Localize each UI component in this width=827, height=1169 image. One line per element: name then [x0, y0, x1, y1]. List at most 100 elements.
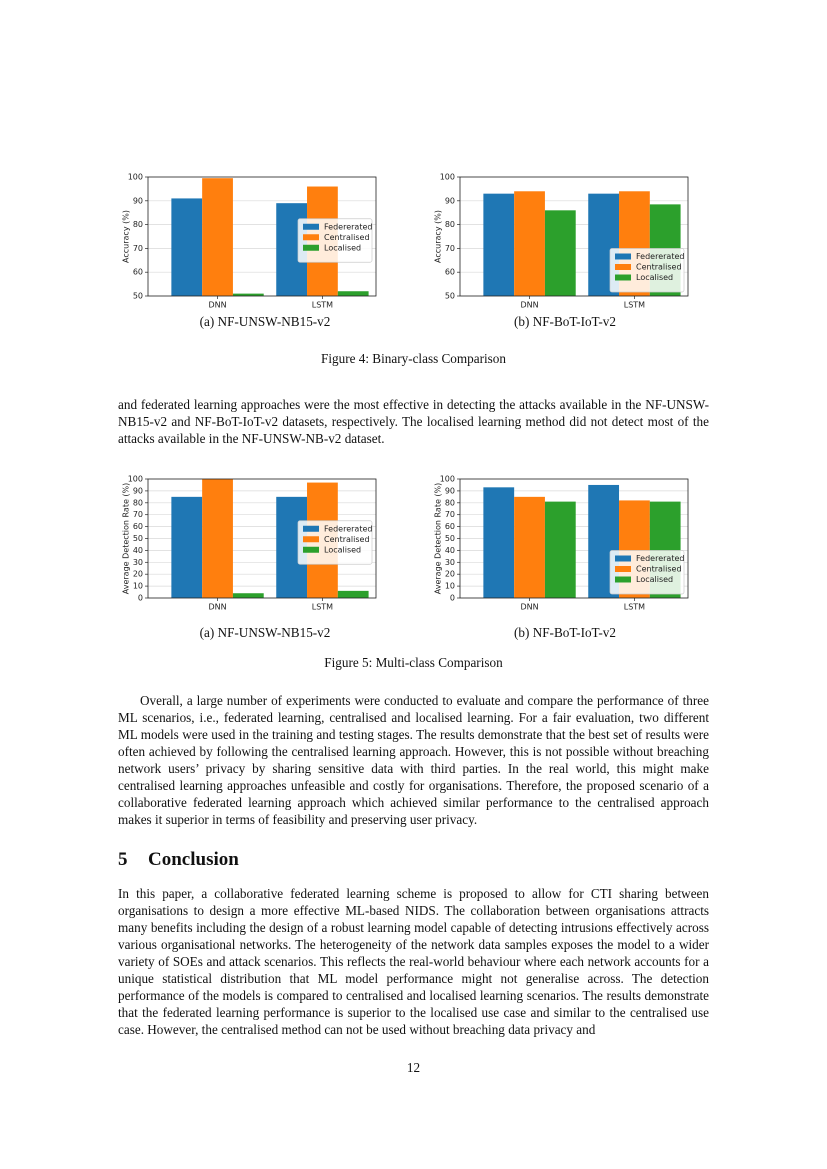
y-tick-label: 30 — [445, 558, 455, 567]
y-tick-label: 70 — [445, 244, 455, 253]
plot-frame — [459, 176, 689, 297]
legend-swatch — [303, 234, 319, 241]
y-tick-label: 60 — [133, 522, 143, 531]
y-tick-label: 100 — [440, 475, 455, 484]
legend-label: Federerated — [324, 524, 372, 533]
plot-frame — [147, 478, 377, 599]
legend-swatch — [303, 244, 319, 251]
x-tick-label: DNN — [520, 603, 538, 612]
y-tick-label: 60 — [133, 268, 143, 277]
page-number: 12 — [406, 1060, 421, 1075]
y-tick-label: 70 — [445, 510, 455, 519]
bar — [202, 479, 233, 598]
paragraph: and federated learning approaches were t… — [118, 397, 709, 446]
bar — [544, 501, 576, 598]
x-tick-label: DNN — [208, 301, 226, 310]
y-axis-label: Average Detection Rate (%) — [122, 483, 131, 595]
y-tick-label: 80 — [133, 498, 143, 507]
subcaption: (b) NF-BoT-IoT-v2 — [514, 625, 616, 640]
legend-swatch — [615, 566, 631, 572]
legend-label: Centralised — [324, 233, 370, 242]
y-tick-label: 60 — [445, 522, 455, 531]
legend-swatch — [615, 555, 631, 562]
y-tick-label: 60 — [445, 268, 455, 277]
legend-swatch — [615, 253, 631, 260]
y-axis-label: Accuracy (%) — [434, 210, 443, 263]
y-tick-label: 90 — [445, 196, 455, 205]
bar — [544, 210, 576, 296]
plot-frame — [147, 176, 377, 297]
y-tick-label: 40 — [445, 546, 455, 555]
y-tick-label: 100 — [440, 173, 455, 182]
legend-swatch — [303, 536, 319, 543]
x-tick-label: LSTM — [624, 301, 645, 310]
bar — [337, 590, 369, 598]
bar — [483, 193, 515, 296]
paragraph: In this paper, a collaborative federated… — [118, 886, 709, 1037]
y-tick-label: 100 — [128, 475, 143, 484]
bar — [232, 293, 264, 296]
bar — [514, 496, 545, 598]
legend-label: Localised — [636, 575, 673, 584]
legend-label: Localised — [324, 243, 361, 252]
legend-label: Federerated — [636, 554, 684, 563]
legend-label: Centralised — [636, 565, 682, 574]
y-tick-label: 30 — [133, 558, 143, 567]
figure-caption: Figure 5: Multi-class Comparison — [324, 655, 503, 670]
y-tick-label: 90 — [133, 196, 143, 205]
y-tick-label: 50 — [133, 534, 143, 543]
bar — [232, 593, 264, 598]
subcaption: (b) NF-BoT-IoT-v2 — [514, 314, 616, 329]
x-tick-label: LSTM — [312, 603, 333, 612]
y-tick-label: 50 — [445, 534, 455, 543]
legend-swatch — [615, 264, 631, 270]
bar — [171, 198, 203, 296]
y-tick-label: 90 — [133, 486, 143, 495]
legend-label: Federerated — [324, 222, 372, 231]
chart: 50 60 70 80 90 100 Accuracy (%) DNN LSTM Federera… — [434, 173, 689, 310]
y-tick-label: 80 — [445, 498, 455, 507]
y-tick-label: 0 — [450, 594, 455, 603]
y-axis-label: Average Detection Rate (%) — [434, 483, 443, 595]
legend-swatch — [615, 576, 631, 583]
legend-swatch — [303, 223, 319, 230]
y-tick-label: 50 — [133, 292, 143, 301]
y-tick-label: 10 — [445, 582, 455, 591]
y-tick-label: 0 — [138, 594, 143, 603]
y-tick-label: 50 — [445, 292, 455, 301]
x-tick-label: LSTM — [624, 603, 645, 612]
legend-label: Centralised — [324, 535, 370, 544]
subcaption: (a) NF-UNSW-NB15-v2 — [199, 625, 331, 640]
y-tick-label: 10 — [133, 582, 143, 591]
legend-label: Federerated — [636, 252, 684, 261]
legend-label: Localised — [636, 273, 673, 282]
legend-swatch — [303, 525, 319, 532]
legend-swatch — [303, 546, 319, 553]
legend-swatch — [615, 274, 631, 281]
y-tick-label: 40 — [133, 546, 143, 555]
section-number: 5 — [118, 849, 128, 870]
x-tick-label: DNN — [520, 301, 538, 310]
bar — [483, 487, 515, 598]
y-tick-label: 20 — [133, 570, 143, 579]
bar — [337, 291, 369, 296]
chart: 50 60 70 80 90 100 Accuracy (%) DNN LSTM Federera… — [122, 173, 377, 310]
y-tick-label: 70 — [133, 510, 143, 519]
y-tick-label: 90 — [445, 486, 455, 495]
y-tick-label: 80 — [445, 220, 455, 229]
bar — [171, 496, 203, 598]
plot-frame — [459, 478, 689, 599]
x-tick-label: LSTM — [312, 301, 333, 310]
subcaption: (a) NF-UNSW-NB15-v2 — [199, 314, 331, 329]
bar — [514, 191, 545, 296]
legend-label: Centralised — [636, 263, 682, 272]
y-axis-label: Accuracy (%) — [122, 210, 131, 263]
bar — [202, 178, 233, 296]
figure-caption: Figure 4: Binary-class Comparison — [321, 351, 506, 366]
y-tick-label: 70 — [133, 244, 143, 253]
x-tick-label: DNN — [208, 603, 226, 612]
section-title: Conclusion — [148, 849, 239, 870]
